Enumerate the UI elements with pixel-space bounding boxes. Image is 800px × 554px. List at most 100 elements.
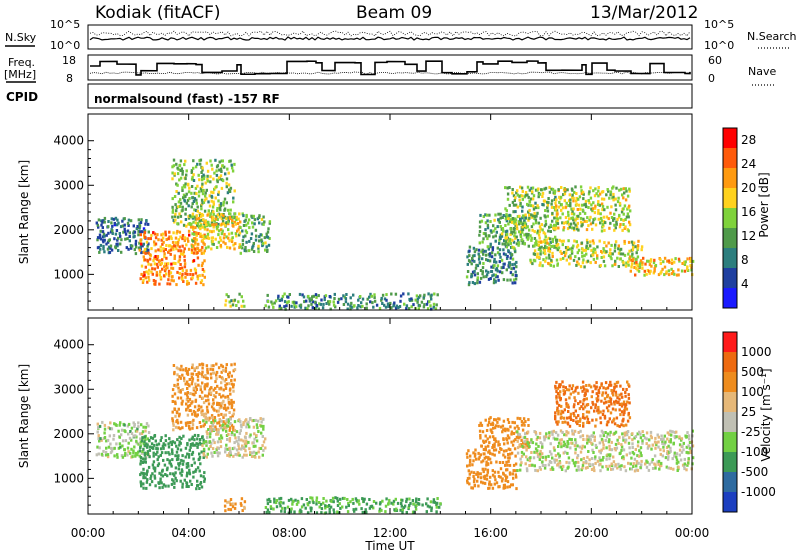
scatter-cell: [620, 445, 624, 449]
scatter-cell: [179, 448, 183, 452]
scatter-cell: [558, 385, 562, 389]
scatter-cell: [576, 243, 580, 247]
scatter-cell: [482, 439, 485, 443]
scatter-cell: [100, 223, 103, 227]
scatter-cell: [504, 236, 507, 240]
scatter-cell: [194, 391, 197, 394]
scatter-cell: [195, 214, 198, 218]
scatter-cell: [175, 444, 178, 448]
scatter-cell: [211, 427, 214, 431]
scatter-cell: [572, 207, 575, 211]
scatter-cell: [186, 471, 189, 475]
scatter-cell: [205, 430, 208, 434]
scatter-cell: [148, 448, 152, 452]
scatter-cell: [500, 479, 504, 483]
scatter-cell: [239, 220, 242, 224]
scatter-cell: [589, 240, 592, 244]
scatter-cell: [567, 465, 570, 469]
scatter-cell: [620, 187, 623, 191]
scatter-cell: [186, 393, 189, 397]
scatter-cell: [417, 498, 421, 501]
scatter-cell: [202, 419, 205, 423]
scatter-cell: [412, 502, 415, 506]
scatter-cell: [239, 502, 243, 506]
scatter-cell: [536, 435, 539, 439]
scatter-cell: [198, 421, 202, 424]
scatter-cell: [201, 175, 204, 179]
scatter-cell: [130, 438, 133, 442]
scatter-cell: [554, 386, 557, 390]
scatter-cell: [564, 469, 567, 473]
scatter-cell: [536, 252, 539, 256]
scatter-cell: [559, 250, 562, 254]
scatter-cell: [184, 392, 187, 396]
scatter-cell: [483, 474, 487, 478]
scatter-cell: [199, 462, 202, 466]
scatter-cell: [176, 183, 179, 187]
scatter-cell: [627, 215, 630, 219]
scatter-cell: [297, 500, 300, 504]
scatter-cell: [234, 242, 237, 246]
colorbar-block: [723, 352, 737, 373]
scatter-cell: [181, 469, 184, 473]
scatter-cell: [390, 306, 393, 310]
scatter-cell: [625, 430, 628, 434]
scatter-cell: [469, 454, 472, 458]
scatter-cell: [661, 441, 664, 445]
scatter-cell: [471, 486, 474, 490]
scatter-cell: [219, 202, 223, 206]
scatter-cell: [519, 194, 522, 198]
scatter-cell: [602, 443, 605, 447]
scatter-cell: [624, 440, 627, 444]
scatter-cell: [199, 481, 203, 484]
scatter-cell: [521, 241, 524, 245]
scatter-cell: [116, 218, 119, 222]
scatter-cell: [543, 438, 546, 442]
y-tick-label: 2000: [53, 427, 84, 441]
scatter-cell: [139, 459, 143, 463]
scatter-cell: [210, 190, 213, 194]
scatter-cell: [228, 371, 231, 375]
scatter-cell: [562, 385, 565, 389]
scatter-cell: [134, 434, 137, 438]
scatter-cell: [142, 467, 145, 471]
scatter-cell: [174, 476, 177, 480]
scatter-cell: [603, 414, 607, 418]
scatter-cell: [400, 504, 403, 508]
scatter-cell: [308, 299, 312, 303]
scatter-cell: [544, 209, 547, 212]
nave-tick-top: 60: [708, 54, 722, 67]
scatter-cell: [601, 391, 605, 395]
scatter-cell: [137, 229, 140, 233]
scatter-cell: [252, 444, 255, 448]
scatter-cell: [194, 385, 198, 389]
scatter-cell: [550, 452, 553, 456]
scatter-cell: [535, 442, 538, 446]
scatter-cell: [480, 444, 483, 448]
scatter-cell: [652, 261, 656, 265]
scatter-cell: [553, 191, 556, 195]
scatter-cell: [577, 414, 580, 418]
scatter-cell: [237, 217, 240, 221]
scatter-cell: [204, 246, 208, 250]
scatter-cell: [113, 422, 116, 426]
scatter-cell: [139, 444, 142, 448]
scatter-cell: [329, 307, 332, 311]
scatter-cell: [509, 278, 512, 282]
scatter-cell: [188, 468, 191, 472]
scatter-cell: [96, 223, 99, 227]
scatter-cell: [624, 391, 627, 394]
scatter-cell: [504, 207, 507, 211]
scatter-cell: [492, 224, 495, 228]
scatter-cell: [588, 201, 591, 205]
scatter-cell: [492, 281, 496, 285]
scatter-cell: [581, 261, 585, 265]
scatter-cell: [233, 247, 236, 251]
scatter-cell: [505, 236, 509, 240]
scatter-cell: [626, 194, 630, 198]
scatter-cell: [164, 484, 167, 488]
scatter-cell: [225, 185, 228, 189]
scatter-cell: [503, 427, 507, 431]
scatter-cell: [188, 197, 191, 200]
scatter-cell: [683, 464, 686, 468]
